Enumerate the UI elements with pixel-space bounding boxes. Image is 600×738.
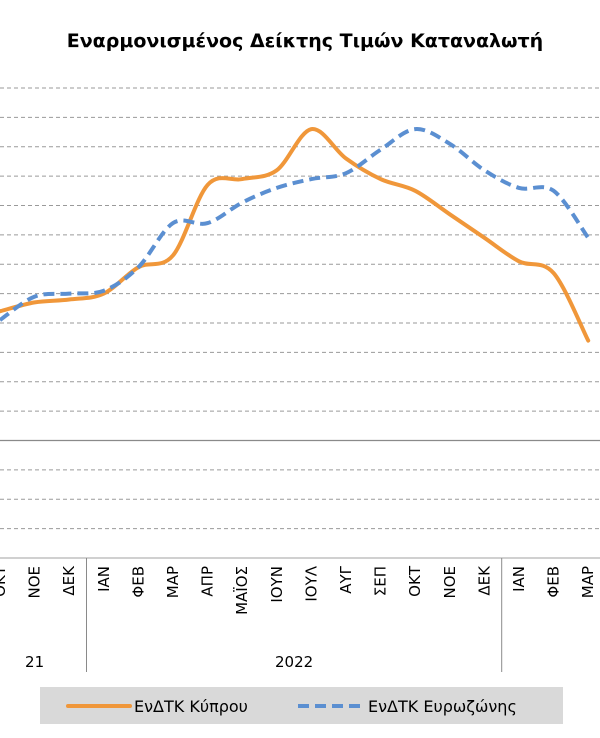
year-label: 21 bbox=[25, 653, 44, 671]
legend-label: ΕνΔΤΚ Ευρωζώνης bbox=[368, 697, 517, 716]
x-axis: ΟΚΤ ΝΟΕ ΔΕΚ ΙΑΝ ΦΕΒ ΜΑΡ ΑΠΡ ΜΑΪΟΣ ΙΟΥΝ ΙΟΥΛ ΑΥΓ ΣΕΠ… bbox=[0, 557, 600, 672]
legend-label: ΕνΔΤΚ Κύπρου bbox=[134, 697, 248, 716]
gridlines bbox=[0, 87, 600, 530]
series-line-eurozone bbox=[0, 127, 590, 322]
x-tick-label: ΦΕΒ bbox=[545, 566, 563, 598]
x-tick-label: ΙΟΥΛ bbox=[302, 565, 320, 601]
x-tick-label: ΟΚΤ bbox=[0, 565, 9, 597]
x-tick-label: ΜΑΡ bbox=[164, 566, 182, 598]
x-tick-label: ΔΕΚ bbox=[60, 565, 78, 596]
x-tick-label: ΙΟΥΝ bbox=[268, 566, 286, 603]
x-tick-label: ΙΑΝ bbox=[510, 566, 528, 592]
series-line-cyprus bbox=[0, 127, 591, 343]
x-tick-label: ΑΥΓ bbox=[337, 565, 355, 593]
x-tick-label: ΜΑΪΟΣ bbox=[232, 566, 251, 615]
x-tick-label: ΑΠΡ bbox=[199, 566, 217, 597]
chart-title: Εναρμονισμένος Δείκτης Τιμών Καταναλωτή bbox=[67, 30, 543, 52]
x-tick-label: ΦΕΒ bbox=[129, 566, 147, 598]
x-tick-label: ΙΑΝ bbox=[95, 566, 113, 592]
x-tick-label: ΟΚΤ bbox=[406, 565, 424, 597]
legend: ΕνΔΤΚ Κύπρου ΕνΔΤΚ Ευρωζώνης bbox=[40, 687, 563, 724]
x-tick-label: ΜΑΡ bbox=[579, 566, 597, 598]
x-tick-label: ΣΕΠ bbox=[372, 566, 390, 596]
series-lines bbox=[0, 127, 591, 343]
x-tick-label: ΝΟΕ bbox=[441, 566, 459, 599]
x-tick-label: ΔΕΚ bbox=[475, 565, 493, 596]
year-label: 2022 bbox=[275, 653, 313, 671]
x-tick-label: ΝΟΕ bbox=[26, 566, 44, 599]
